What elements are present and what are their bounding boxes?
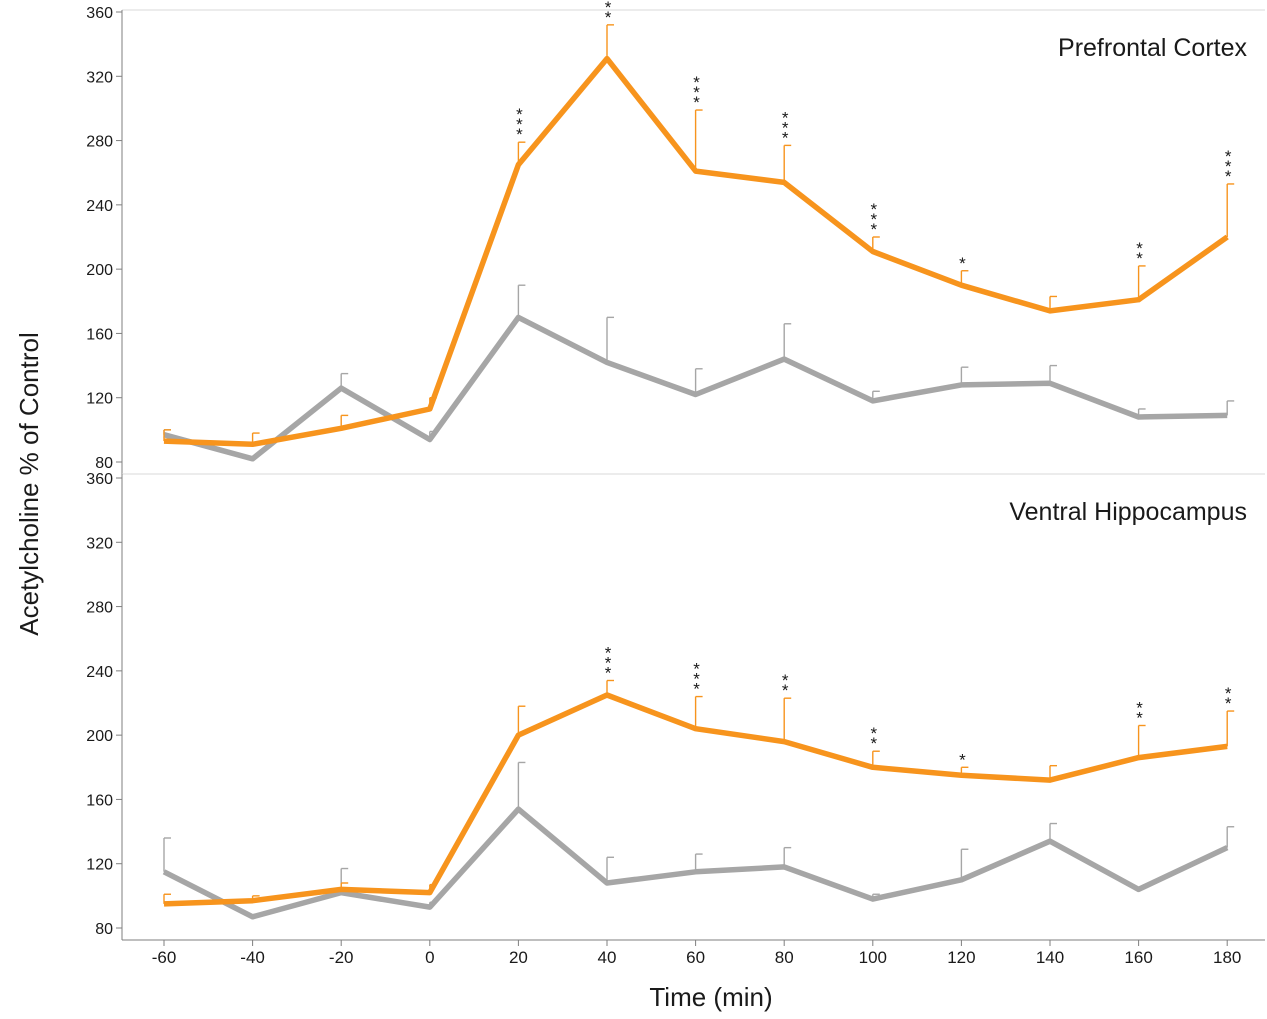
- significance-star: *: [1136, 709, 1143, 728]
- y-tick-label: 280: [86, 600, 113, 617]
- y-tick-label: 120: [86, 857, 113, 874]
- significance-star: *: [605, 644, 612, 663]
- significance-star: *: [605, 0, 612, 17]
- significance-star: *: [605, 654, 612, 673]
- x-tick-label: 80: [775, 948, 794, 967]
- significance-star: *: [516, 115, 523, 134]
- x-ticks: -60 -40 -20 0 20 40 60 80 100 120 140 160 180: [152, 940, 1241, 967]
- x-tick-label: 140: [1036, 948, 1064, 967]
- y-tick-label: 320: [86, 69, 113, 86]
- y-tick-label: 80: [95, 921, 113, 938]
- significance-star: *: [1225, 157, 1232, 176]
- top-panel-marks: *********************: [163, 0, 1235, 462]
- significance-star: *: [516, 105, 523, 124]
- significance-star: *: [516, 125, 523, 144]
- significance-star: *: [782, 681, 789, 700]
- significance-star: *: [1136, 239, 1143, 258]
- significance-star: *: [870, 210, 877, 229]
- bottom-panel: Ventral Hippocampus 80120160200240280320…: [86, 471, 1265, 967]
- y-tick-label: 200: [86, 262, 113, 279]
- top-panel: Prefrontal Cortex 80 120 160 200 240 280 320 36…: [86, 0, 1265, 474]
- significance-star: *: [693, 660, 700, 679]
- significance-star: *: [693, 83, 700, 102]
- x-tick-label: -20: [329, 948, 354, 967]
- significance-star: *: [959, 254, 966, 273]
- y-axis-label: Acetylcholine % of Control: [14, 332, 44, 635]
- significance-star: *: [1225, 167, 1232, 186]
- significance-star: *: [959, 750, 966, 769]
- significance-star: *: [870, 200, 877, 219]
- significance-star: *: [782, 108, 789, 127]
- x-tick-label: 60: [686, 948, 705, 967]
- grey-series-line: [162, 806, 1229, 920]
- orange-series-line: [163, 55, 1229, 448]
- significance-star: *: [870, 220, 877, 239]
- significance-star: *: [1136, 249, 1143, 268]
- significance-star: *: [870, 724, 877, 743]
- top-panel-y-ticks: 80 120 160 200 240 280 320 360: [86, 5, 122, 472]
- x-tick-label: 180: [1213, 948, 1241, 967]
- x-tick-label: 160: [1124, 948, 1152, 967]
- y-tick-label: 160: [86, 792, 113, 809]
- y-tick-label: 280: [86, 134, 113, 151]
- orange-series-line: [163, 692, 1228, 907]
- bottom-panel-y-ticks: 80 120 160 200 240 280 320 360: [86, 471, 122, 938]
- x-tick-label: -60: [152, 948, 177, 967]
- x-tick-label: 100: [859, 948, 887, 967]
- significance-star: *: [1225, 694, 1232, 713]
- x-axis-label: Time (min): [649, 982, 772, 1012]
- grey-series-line: [163, 314, 1228, 462]
- x-tick-label: -40: [240, 948, 265, 967]
- significance-star: *: [782, 118, 789, 137]
- y-tick-label: 360: [86, 471, 113, 488]
- y-tick-label: 320: [86, 535, 113, 552]
- significance-star: *: [782, 128, 789, 147]
- significance-star: *: [693, 680, 700, 699]
- x-tick-label: 120: [947, 948, 975, 967]
- y-tick-label: 80: [95, 455, 113, 472]
- significance-star: *: [693, 670, 700, 689]
- significance-star: *: [605, 0, 612, 7]
- y-tick-label: 160: [86, 326, 113, 343]
- x-tick-label: 0: [425, 948, 434, 967]
- y-tick-label: 200: [86, 728, 113, 745]
- significance-star: *: [782, 671, 789, 690]
- y-tick-label: 120: [86, 391, 113, 408]
- y-tick-label: 240: [86, 664, 113, 681]
- top-panel-title: Prefrontal Cortex: [1058, 34, 1247, 62]
- bottom-panel-marks: ************* **: [162, 644, 1235, 920]
- significance-star: *: [1225, 684, 1232, 703]
- significance-star: *: [605, 664, 612, 683]
- significance-star: *: [693, 73, 700, 92]
- y-tick-label: 240: [86, 198, 113, 215]
- x-tick-label: 40: [598, 948, 617, 967]
- significance-star: *: [1136, 699, 1143, 718]
- y-tick-label: 360: [86, 5, 113, 22]
- bottom-panel-title: Ventral Hippocampus: [1009, 498, 1247, 526]
- significance-star: *: [870, 734, 877, 753]
- significance-star: *: [605, 8, 612, 27]
- significance-star: *: [1225, 147, 1232, 166]
- x-tick-label: 20: [509, 948, 528, 967]
- significance-star: *: [693, 93, 700, 112]
